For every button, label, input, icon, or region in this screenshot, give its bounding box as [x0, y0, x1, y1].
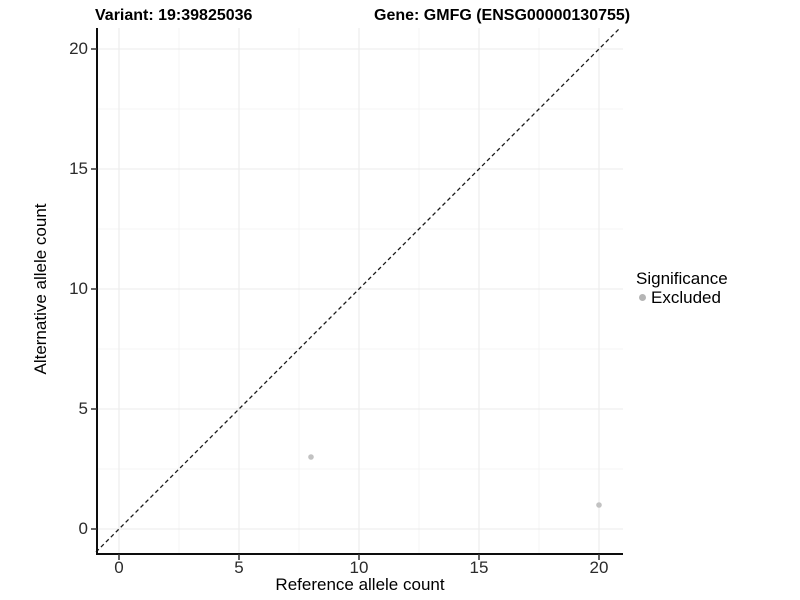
data-point	[596, 502, 602, 508]
x-tick-label: 5	[234, 558, 244, 577]
x-tick-label: 0	[114, 558, 124, 577]
y-tick-label: 10	[69, 279, 88, 298]
y-tick-label: 5	[78, 399, 88, 418]
y-axis-title: Alternative allele count	[31, 203, 50, 375]
plot-title-variant: Variant: 19:39825036	[95, 7, 253, 24]
legend-item-excluded: Excluded	[636, 288, 728, 307]
x-tick-label: 20	[589, 558, 609, 577]
plot-title-gene: Gene: GMFG (ENSG00000130755)	[374, 7, 631, 24]
legend: Significance Excluded	[636, 269, 728, 307]
legend-item-label: Excluded	[651, 288, 721, 307]
y-tick-label: 20	[69, 39, 88, 58]
y-tick-label: 0	[78, 519, 88, 538]
y-tick-label: 15	[69, 159, 88, 178]
x-tick-label: 15	[469, 558, 489, 577]
identity-line	[95, 27, 621, 553]
plot-panel	[91, 27, 623, 560]
legend-key-dot	[639, 294, 646, 301]
x-axis-title: Reference allele count	[275, 575, 445, 594]
x-tick-label: 10	[349, 558, 369, 577]
data-point	[308, 454, 314, 460]
legend-title: Significance	[636, 269, 728, 288]
